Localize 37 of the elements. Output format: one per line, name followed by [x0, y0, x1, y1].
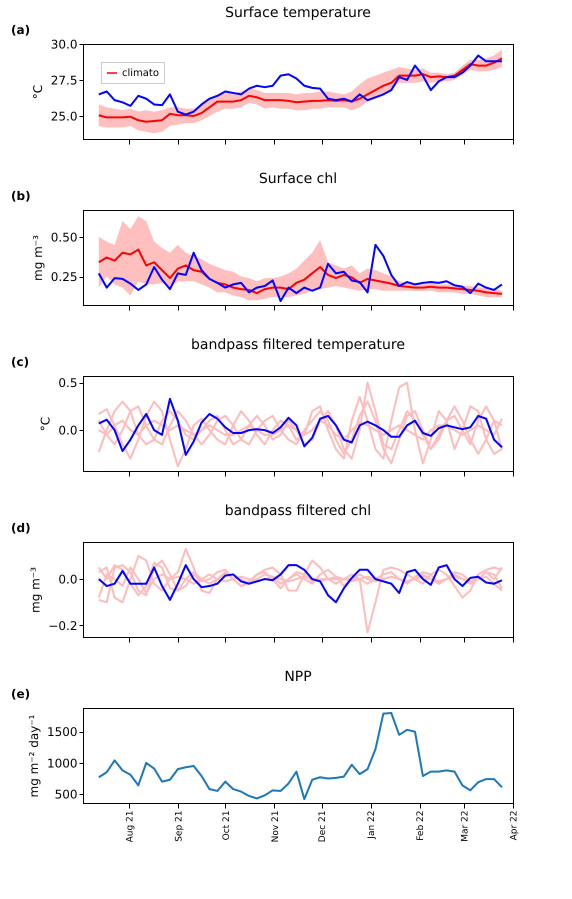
x-tick-label: Oct 21 — [222, 810, 232, 840]
x-tick-label: Feb 22 — [416, 810, 426, 841]
x-tick-label: Sep 21 — [174, 810, 184, 842]
y-tick-label: 0.0 — [58, 424, 78, 438]
x-tick-label: Dec 21 — [318, 810, 328, 842]
y-tick-label: 30.0 — [50, 38, 78, 52]
text: (a) — [11, 23, 30, 37]
x-tick-label: Apr 22 — [510, 810, 520, 840]
legend-label: climato — [122, 68, 159, 79]
chart-title: bandpass filtered temperature — [191, 337, 405, 353]
y-axis-title: mg m⁻³ — [28, 566, 42, 613]
text: (b) — [11, 189, 31, 203]
y-tick-label: 1000 — [46, 756, 78, 770]
y-tick-label: 1500 — [46, 725, 78, 740]
chart-title: bandpass filtered chl — [224, 503, 372, 519]
chart-title: NPP — [284, 669, 312, 685]
x-tick-label: Mar 22 — [460, 810, 470, 842]
y-axis-title: mg m⁻² day⁻¹ — [26, 714, 41, 798]
x-tick-label: Aug 21 — [125, 810, 136, 842]
y-axis-title: °C — [30, 84, 45, 100]
chart-title: Surface chl — [258, 171, 338, 187]
y-tick-label: 0.25 — [50, 270, 78, 284]
text: (c) — [11, 355, 30, 369]
y-tick-label: 500 — [54, 788, 78, 802]
y-axis-title: °C — [38, 416, 52, 432]
y-tick-label: 25.0 — [50, 109, 78, 124]
y-tick-label: −0.2 — [48, 618, 78, 633]
chart-title: Surface temperature — [225, 5, 371, 21]
y-tick-label: 0.0 — [58, 572, 78, 587]
y-tick-label: 0.50 — [50, 230, 78, 244]
text: (e) — [11, 687, 30, 701]
y-tick-label: 0.5 — [58, 376, 78, 390]
y-axis-title: mg m⁻³ — [30, 234, 45, 281]
x-tick-label: Nov 21 — [270, 810, 281, 842]
text: (d) — [11, 521, 31, 535]
x-tick-label: Jan 22 — [367, 810, 378, 840]
y-tick-label: 27.5 — [50, 73, 78, 88]
